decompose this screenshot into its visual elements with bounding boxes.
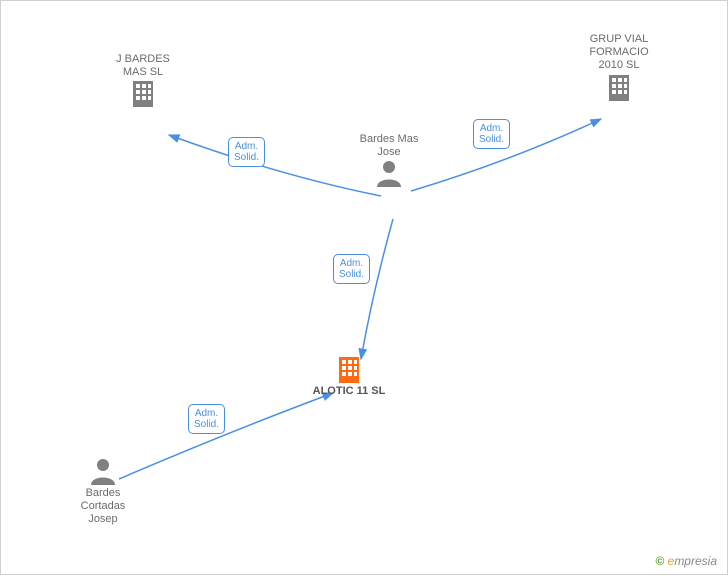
node-company-j-bardes-mas-sl[interactable]: J BARDES MAS SL: [103, 51, 183, 107]
building-icon: [605, 73, 633, 101]
edge-arrow: [119, 393, 333, 479]
node-person-bardes-mas-jose[interactable]: Bardes Mas Jose: [349, 131, 429, 187]
person-icon: [375, 159, 403, 187]
building-icon: [129, 79, 157, 107]
edge-arrow: [361, 219, 393, 359]
node-company-grup-vial[interactable]: GRUP VIAL FORMACIO 2010 SL: [579, 31, 659, 101]
building-icon: [335, 355, 363, 383]
node-label: Bardes Mas Jose: [349, 133, 429, 159]
edge-label: Adm. Solid.: [188, 404, 225, 434]
copyright-icon: ©: [655, 554, 664, 568]
diagram-canvas: Bardes Mas Jose J BARDES MAS SL GRUP VIA…: [0, 0, 728, 575]
node-company-alotic-center[interactable]: ALOTIC 11 SL: [309, 355, 389, 398]
node-person-bardes-cortadas-josep[interactable]: Bardes Cortadas Josep: [63, 457, 143, 527]
edge-label: Adm. Solid.: [228, 137, 265, 167]
edge-label: Adm. Solid.: [333, 254, 370, 284]
watermark: © empresia: [655, 554, 717, 568]
node-label: Bardes Cortadas Josep: [63, 487, 143, 527]
person-icon: [89, 457, 117, 485]
node-label: ALOTIC 11 SL: [309, 385, 389, 398]
node-label: GRUP VIAL FORMACIO 2010 SL: [579, 33, 659, 73]
edge-label: Adm. Solid.: [473, 119, 510, 149]
node-label: J BARDES MAS SL: [103, 53, 183, 79]
